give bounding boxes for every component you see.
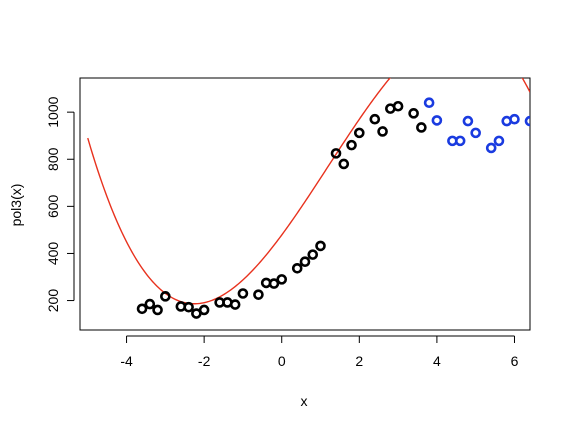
y-tick-label: 1000 — [45, 96, 61, 127]
x-axis-title: x — [301, 393, 308, 409]
data-point — [152, 304, 163, 316]
plot-frame — [79, 77, 531, 331]
data-point — [299, 256, 311, 268]
x-tick-label: 6 — [511, 353, 519, 369]
data-point — [462, 115, 474, 127]
data-point — [291, 262, 303, 274]
data-point — [237, 288, 249, 299]
data-point — [330, 148, 342, 159]
data-point — [377, 126, 388, 137]
data-point — [408, 108, 419, 119]
data-point — [423, 97, 435, 109]
data-point — [485, 142, 497, 154]
y-tick-label: 800 — [45, 147, 61, 171]
data-point — [136, 303, 148, 315]
x-tick-label: 4 — [433, 353, 441, 369]
data-point — [470, 127, 481, 139]
data-point — [268, 278, 280, 289]
data-point — [276, 274, 288, 285]
y-tick-label: 200 — [45, 289, 61, 313]
curve-layer — [87, 78, 530, 305]
data-point — [315, 240, 326, 252]
x-tick-label: 0 — [278, 353, 286, 369]
y-axis-title: pol3(x) — [8, 184, 24, 227]
fit-curve — [87, 78, 530, 305]
data-point — [369, 113, 381, 125]
data-point — [229, 299, 241, 310]
data-point — [183, 301, 194, 313]
data-point — [509, 113, 520, 125]
data-point — [144, 298, 156, 310]
axes-layer: -4 -2 0 2 4 6 200 400 600 800 1000 — [45, 77, 531, 369]
y-tick-label: 400 — [45, 242, 61, 266]
data-point — [524, 115, 530, 127]
y-tick-label: 600 — [45, 194, 61, 218]
data-point — [431, 115, 443, 126]
data-point — [307, 249, 319, 260]
data-point — [454, 135, 466, 147]
x-tick-label: -4 — [120, 353, 133, 369]
data-point — [160, 291, 171, 302]
data-point — [354, 127, 365, 139]
data-point — [416, 122, 427, 133]
x-tick-label: 2 — [355, 353, 363, 369]
data-point — [338, 158, 350, 170]
data-point — [198, 304, 210, 316]
data-point — [493, 135, 505, 147]
x-tick-label: -2 — [198, 353, 211, 369]
data-point — [253, 289, 264, 300]
data-point — [346, 139, 357, 151]
data-point — [392, 100, 404, 112]
points-layer — [136, 97, 530, 319]
